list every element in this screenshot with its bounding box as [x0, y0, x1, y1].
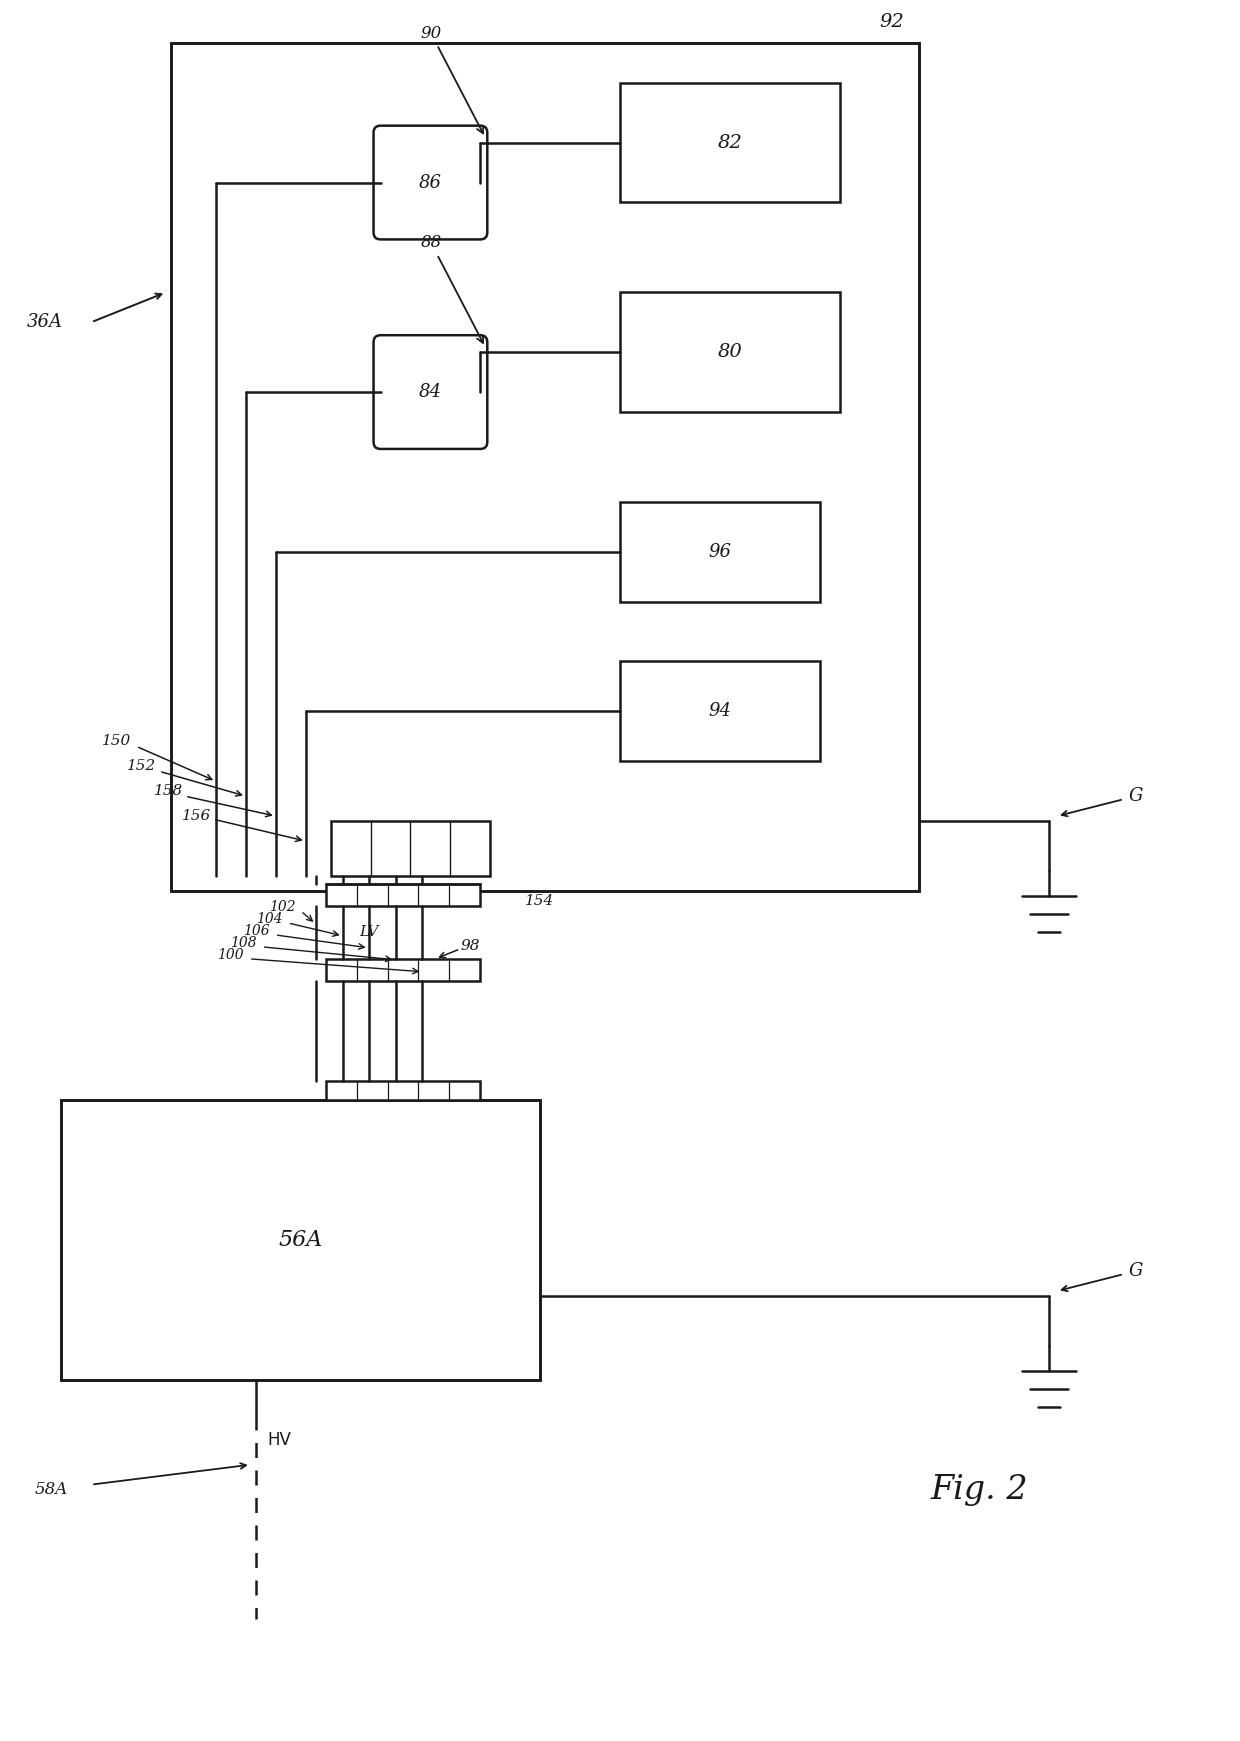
Text: 82: 82 — [718, 134, 742, 151]
Text: 84: 84 — [419, 383, 441, 400]
Text: 152: 152 — [126, 759, 156, 773]
Text: G: G — [1128, 1262, 1143, 1280]
Text: G: G — [1128, 787, 1143, 804]
Text: 106: 106 — [243, 924, 270, 938]
Bar — [620, 662, 820, 761]
Text: 102: 102 — [269, 900, 295, 914]
Text: HV: HV — [268, 1431, 291, 1449]
Bar — [331, 822, 490, 876]
Text: 100: 100 — [217, 947, 244, 961]
FancyBboxPatch shape — [373, 336, 487, 449]
Bar — [326, 1081, 480, 1100]
Text: 156: 156 — [182, 810, 211, 823]
Text: 88: 88 — [420, 235, 484, 343]
Text: 56A: 56A — [279, 1229, 322, 1252]
Text: 58A: 58A — [35, 1482, 68, 1497]
Text: 154: 154 — [526, 893, 554, 909]
Text: 98: 98 — [460, 938, 480, 952]
Bar — [171, 44, 919, 891]
Text: 36A: 36A — [26, 313, 62, 331]
Bar — [620, 501, 820, 602]
Text: 96: 96 — [708, 543, 732, 561]
FancyBboxPatch shape — [373, 125, 487, 240]
Text: 158: 158 — [154, 783, 184, 797]
Bar — [326, 884, 480, 905]
Text: LV: LV — [358, 926, 378, 940]
Text: 86: 86 — [419, 174, 441, 192]
Bar — [620, 84, 839, 202]
Text: 92: 92 — [879, 12, 904, 31]
Text: 150: 150 — [102, 735, 131, 749]
Text: 80: 80 — [718, 343, 742, 360]
Text: 108: 108 — [231, 937, 257, 951]
Bar — [61, 1100, 541, 1381]
Text: 90: 90 — [420, 24, 484, 134]
Text: Fig. 2: Fig. 2 — [930, 1473, 1028, 1506]
Text: 94: 94 — [708, 702, 732, 721]
Bar — [620, 292, 839, 413]
Text: 104: 104 — [257, 912, 283, 926]
Bar — [326, 959, 480, 980]
